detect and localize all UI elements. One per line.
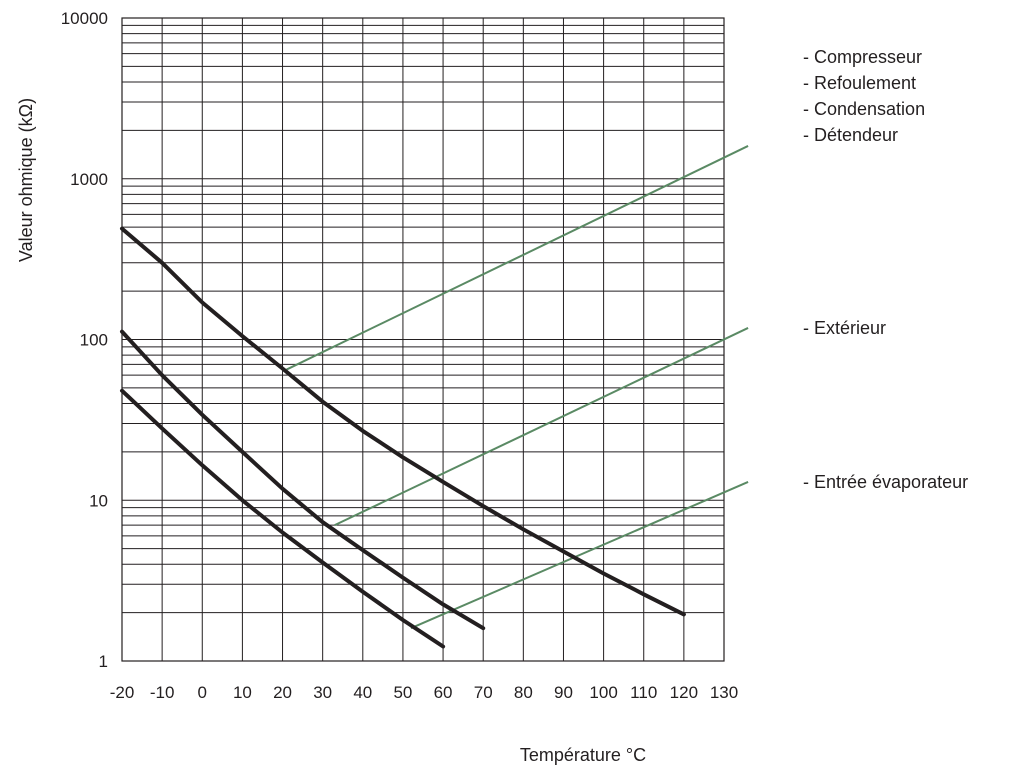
y-tick-label: 10000	[61, 9, 108, 28]
x-tick-label: 30	[313, 683, 332, 702]
x-tick-label: 100	[589, 683, 617, 702]
series-line-1	[120, 226, 686, 617]
y-tick-label: 1	[99, 652, 108, 671]
x-tick-label: 120	[670, 683, 698, 702]
x-tick-label: 10	[233, 683, 252, 702]
legend-label: - Compresseur	[803, 47, 922, 67]
x-tick-label: 60	[434, 683, 453, 702]
x-tick-label: 90	[554, 683, 573, 702]
legend-label: - Détendeur	[803, 125, 898, 145]
x-tick-labels: -20 -10 0 10 20 30 40 50 60 70 80 90 100 110 120 130	[110, 683, 738, 702]
series-line-2	[120, 329, 486, 631]
grid	[121, 17, 725, 662]
legend-pointer-2	[334, 327, 749, 527]
x-tick-label: 40	[353, 683, 372, 702]
legend-label: - Extérieur	[803, 318, 886, 338]
x-tick-label: 80	[514, 683, 533, 702]
x-tick-label: -20	[110, 683, 135, 702]
y-tick-label: 10	[89, 491, 108, 510]
x-tick-label: -10	[150, 683, 175, 702]
series-curves	[120, 226, 686, 649]
x-tick-label: 70	[474, 683, 493, 702]
legend-label: - Refoulement	[803, 73, 916, 93]
x-axis-label: Température °C	[520, 745, 646, 765]
y-axis-label: Valeur ohmique (kΩ)	[16, 98, 36, 262]
legend-pointer-1	[286, 145, 749, 371]
x-tick-label: 130	[710, 683, 738, 702]
x-tick-label: 110	[630, 683, 657, 702]
y-tick-label: 100	[80, 331, 108, 350]
legend-label: - Condensation	[803, 99, 925, 119]
y-tick-label: 1000	[70, 170, 108, 189]
x-tick-label: 0	[198, 683, 207, 702]
x-tick-label: 20	[273, 683, 292, 702]
x-tick-label: 50	[393, 683, 412, 702]
legend-pointers	[286, 145, 749, 630]
legend-pointer-3	[410, 481, 749, 630]
legend-label: - Entrée évaporateur	[803, 472, 968, 492]
legend: - Compresseur - Refoulement - Condensation…	[803, 47, 968, 492]
y-tick-labels: 1 10 100 1000 10000	[61, 9, 108, 671]
series-line-3	[120, 388, 446, 649]
